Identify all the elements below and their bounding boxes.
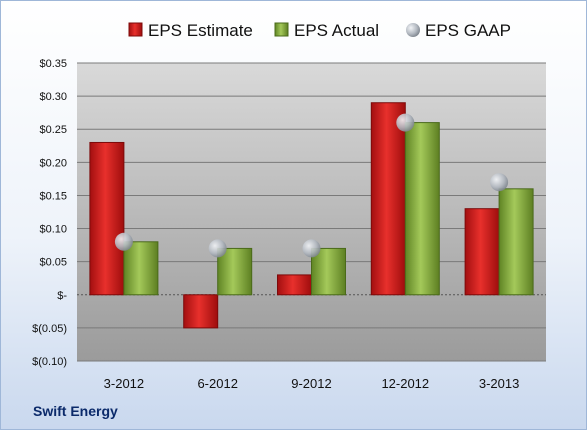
eps-estimate-bar xyxy=(183,294,219,329)
legend-label: EPS Actual xyxy=(294,21,379,40)
eps-actual-bar xyxy=(404,122,440,296)
y-tick-label: $(0.10) xyxy=(32,356,67,368)
eps-actual-bar xyxy=(217,247,253,296)
y-tick-label: $0.15 xyxy=(39,190,67,202)
eps-gaap-marker xyxy=(208,239,227,258)
x-tick-label: 3-2012 xyxy=(104,376,144,391)
legend-swatch-icon xyxy=(128,22,143,37)
legend-marker-icon xyxy=(406,23,420,37)
eps-estimate-bar xyxy=(89,141,125,296)
y-tick-label: $- xyxy=(57,290,67,302)
y-tick-label: $0.05 xyxy=(39,257,67,269)
y-tick-label: $0.30 xyxy=(39,91,67,103)
eps-gaap-marker xyxy=(302,239,321,258)
eps-gaap-marker xyxy=(114,232,133,251)
gaap-markers xyxy=(114,113,509,258)
eps-estimate-bar xyxy=(464,208,500,296)
eps-actual-bar xyxy=(498,188,534,296)
legend-label: EPS GAAP xyxy=(425,21,511,40)
legend-label: EPS Estimate xyxy=(148,21,253,40)
x-tick-label: 6-2012 xyxy=(197,376,237,391)
legend: EPS Estimate EPS Actual EPS GAAP xyxy=(128,21,511,40)
y-tick-label: $0.25 xyxy=(39,124,67,136)
x-tick-label: 3-2013 xyxy=(479,376,519,391)
y-tick-label: $0.10 xyxy=(39,224,67,236)
y-tick-label: $0.35 xyxy=(39,58,67,70)
eps-gaap-marker xyxy=(490,173,509,192)
y-axis: $(0.10) $(0.05) $- $0.05 $0.10 $0.15 $0.20 $0.2… xyxy=(32,58,67,368)
eps-estimate-bar xyxy=(370,102,406,296)
eps-actual-bar xyxy=(123,241,159,296)
x-tick-label: 9-2012 xyxy=(291,376,331,391)
eps-gaap-marker xyxy=(396,113,415,132)
legend-swatch-icon xyxy=(274,22,289,37)
x-axis: 3-2012 6-2012 9-2012 12-2012 3-2013 xyxy=(104,376,520,391)
y-tick-label: $(0.05) xyxy=(32,323,67,335)
y-tick-label: $0.20 xyxy=(39,157,67,169)
eps-estimate-bar xyxy=(277,274,312,296)
eps-actual-bar xyxy=(311,247,346,296)
company-name: Swift Energy xyxy=(33,403,118,419)
x-tick-label: 12-2012 xyxy=(381,376,429,391)
bar-series xyxy=(89,102,534,329)
